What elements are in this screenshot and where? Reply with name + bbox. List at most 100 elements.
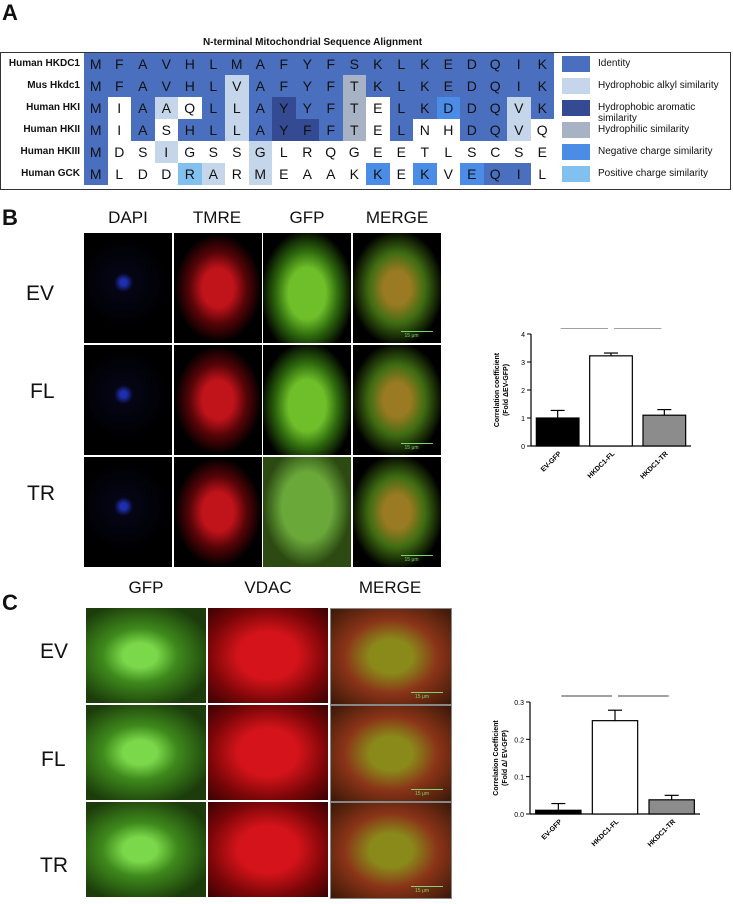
- alignment-residue: L: [107, 163, 131, 185]
- alignment-residue: A: [131, 119, 155, 141]
- y-tick-label: 0: [521, 444, 525, 451]
- legend-swatch: [562, 100, 590, 116]
- alignment-residue: S: [225, 141, 249, 163]
- micrograph-gfp: [263, 457, 351, 567]
- panel-c-col-vdac: VDAC: [244, 578, 292, 597]
- y-tick-label: 0.0: [514, 812, 524, 819]
- panel-c-micrographs: 15 μm 15 μm 15 μm: [86, 608, 452, 902]
- alignment-residue: S: [507, 141, 531, 163]
- alignment-residue: V: [507, 97, 531, 119]
- panel-c-row-ev: EV: [40, 640, 69, 663]
- alignment-residue: E: [436, 75, 460, 97]
- micrograph-vdac: [208, 608, 328, 703]
- scale-bar: [400, 443, 433, 444]
- x-tick-label: EV-GFP: [541, 818, 564, 841]
- scale-bar-label: 15 μm: [404, 445, 419, 451]
- alignment-residue: N: [413, 119, 437, 141]
- alignment-residue: I: [507, 163, 531, 185]
- x-tick-label: HKDC1-FL: [587, 450, 617, 480]
- alignment-row-label: Human HKIII: [20, 146, 80, 157]
- alignment-residue: L: [225, 119, 249, 141]
- alignment-residue: L: [389, 53, 413, 75]
- bar: [589, 355, 633, 447]
- alignment-residue: V: [507, 119, 531, 141]
- scale-bar: [400, 555, 433, 556]
- alignment-residue: V: [225, 75, 249, 97]
- alignment-residue: F: [107, 53, 131, 75]
- alignment-residue: K: [366, 163, 390, 185]
- alignment-residue: Q: [319, 141, 343, 163]
- alignment-residue: E: [366, 97, 390, 119]
- alignment-legend: Identity Hydrophobic alkyl similarity Hydr…: [562, 53, 727, 185]
- alignment-residue: K: [342, 163, 366, 185]
- y-axis-label: Correlation Coefficient: [493, 720, 500, 796]
- alignment-residue: I: [107, 119, 131, 141]
- y-tick-label: 0.2: [514, 737, 524, 744]
- alignment-residue: H: [436, 119, 460, 141]
- y-axis-label: Correlation coefficient: [494, 352, 501, 427]
- alignment-residue: L: [225, 97, 249, 119]
- panel-b-row-ev: EV: [26, 282, 55, 305]
- alignment-row-label: Human HKII: [23, 124, 80, 135]
- alignment-residue: Y: [272, 97, 296, 119]
- panel-b-chart: 0 1 2 3 4 Correlation coefficient (Fold ΔEV-GF…: [445, 317, 730, 528]
- y-tick-label: 0.3: [514, 700, 524, 707]
- x-tick-label: EV-GFP: [540, 450, 563, 473]
- alignment-residue: L: [389, 97, 413, 119]
- alignment-residue: E: [272, 163, 296, 185]
- alignment-title: N-terminal Mitochondrial Sequence Alignm…: [202, 37, 423, 48]
- panel-b-micrographs: 15 μm 15 μm 15 μm: [84, 233, 444, 567]
- alignment-row-label: Mus Hkdc1: [27, 80, 80, 91]
- panel-c-chart: 0.0 0.1 0.2 0.3 Correlation Coefficient (Fold…: [455, 685, 733, 898]
- alignment-residue: G: [248, 141, 272, 163]
- alignment-residue: T: [342, 119, 366, 141]
- legend-swatch: [562, 122, 590, 138]
- alignment-residue: H: [178, 75, 202, 97]
- alignment-residue: G: [342, 141, 366, 163]
- alignment-row-label: Human HKI: [26, 102, 80, 113]
- alignment-residue: I: [507, 53, 531, 75]
- alignment-residue: M: [84, 163, 108, 185]
- alignment-residue: R: [225, 163, 249, 185]
- alignment-residue: L: [389, 119, 413, 141]
- y-axis-label: (Fold ΔEV-GFP): [503, 364, 510, 416]
- alignment-residue: D: [460, 97, 484, 119]
- alignment-residue: M: [84, 119, 108, 141]
- alignment-residue: G: [178, 141, 202, 163]
- alignment-residue: M: [84, 53, 108, 75]
- alignment-residue: L: [436, 141, 460, 163]
- alignment-residue: F: [319, 75, 343, 97]
- alignment-residue: K: [413, 163, 437, 185]
- alignment-residue: Q: [483, 75, 507, 97]
- y-tick-label: 1: [521, 416, 525, 423]
- alignment-residue: H: [178, 119, 202, 141]
- significance-mark: ****: [580, 692, 595, 695]
- alignment-residue: T: [342, 75, 366, 97]
- scale-bar: [400, 331, 433, 332]
- alignment-residue: M: [84, 75, 108, 97]
- y-tick-label: 2: [521, 388, 525, 395]
- alignment-residue: D: [107, 141, 131, 163]
- alignment-residue: S: [201, 141, 225, 163]
- alignment-residue: R: [295, 141, 319, 163]
- alignment-residue: L: [530, 163, 554, 185]
- alignment-residue: K: [413, 75, 437, 97]
- alignment-residue: K: [530, 75, 554, 97]
- panel-c-letter: C: [2, 590, 18, 615]
- alignment-residue: Q: [483, 163, 507, 185]
- panel-a-letter: A: [2, 0, 18, 25]
- panel-b-letter: B: [2, 205, 18, 230]
- alignment-residue: A: [248, 75, 272, 97]
- alignment-residue: A: [248, 119, 272, 141]
- micrograph-tmre: [173, 233, 262, 343]
- legend-label: Identity: [598, 58, 631, 69]
- bar: [535, 417, 580, 447]
- alignment-residue: I: [507, 75, 531, 97]
- panel-c-row-fl: FL: [41, 748, 66, 771]
- micrograph-gfp: [86, 608, 206, 703]
- micrograph-merge: 15 μm: [352, 457, 441, 567]
- panel-b-row-tr: TR: [27, 482, 55, 505]
- scale-bar-label: 15 μm: [415, 791, 429, 797]
- alignment-residue: A: [248, 97, 272, 119]
